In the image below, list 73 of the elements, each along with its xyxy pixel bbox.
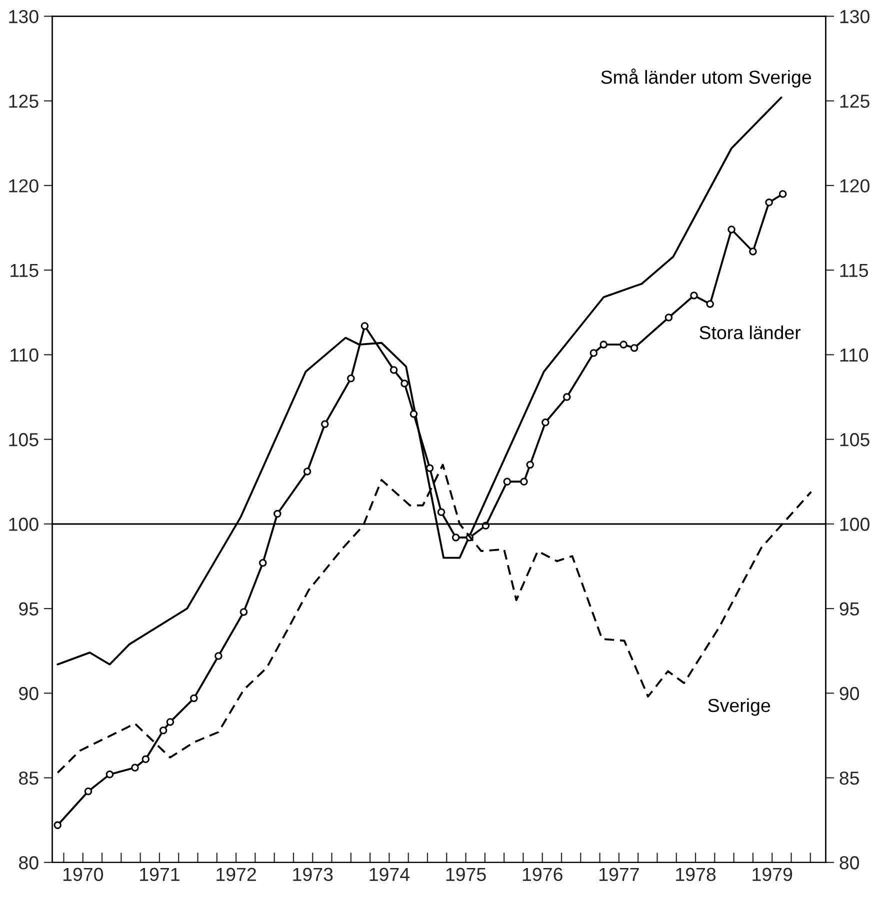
y-tick-label: 105 [9, 433, 38, 446]
y2-tick-label: 130 [840, 10, 870, 24]
point [159, 726, 168, 734]
x-tick-label: 1975 [446, 868, 486, 882]
point [562, 393, 571, 401]
x-tick-label: 1979 [752, 868, 792, 882]
x-tick-label: 1973 [293, 868, 333, 882]
point [503, 478, 512, 486]
point [214, 652, 222, 660]
point [630, 344, 638, 352]
y2-tick-label: 90 [840, 686, 860, 700]
point [400, 380, 408, 388]
point [106, 770, 114, 778]
y2-tick-label: 105 [840, 433, 870, 446]
y-tick-label: 110 [10, 348, 38, 362]
x-tick-label: 1972 [216, 868, 256, 882]
point [749, 248, 757, 256]
x-tick-label: 1977 [600, 868, 639, 882]
x-tick-label: 1976 [522, 868, 562, 882]
point [526, 460, 534, 469]
point [347, 374, 355, 382]
point [426, 464, 434, 472]
point [240, 608, 248, 616]
point [54, 821, 62, 830]
point [620, 340, 628, 348]
y-tick-label: 80 [19, 856, 38, 870]
y2-tick-label: 120 [840, 179, 870, 192]
series-label: Stora länder [700, 326, 801, 340]
y-tick-label: 100 [9, 518, 38, 531]
point [390, 366, 398, 374]
y2-tick-label: 80 [840, 856, 860, 870]
x-tick-label: 1978 [676, 868, 716, 882]
point [765, 198, 773, 206]
point [190, 694, 198, 702]
point [84, 787, 92, 796]
y-tick-label: 125 [9, 94, 38, 108]
point [520, 478, 528, 486]
y-tick-label: 85 [19, 772, 38, 785]
point [142, 755, 150, 764]
y-tick-label: 90 [19, 686, 38, 700]
point [600, 340, 608, 348]
point [706, 300, 714, 308]
y2-tick-label: 115 [840, 264, 868, 278]
x-tick-label: 1974 [370, 868, 410, 882]
point [410, 410, 418, 418]
point [728, 226, 736, 234]
x-tick-label: 1970 [63, 868, 104, 882]
point [690, 292, 698, 300]
point [664, 314, 673, 322]
point [590, 349, 598, 357]
y2-tick-label: 100 [840, 518, 870, 531]
y2-tick-label: 110 [840, 348, 868, 362]
x-tick-label: 1971 [140, 868, 180, 882]
point [166, 718, 174, 726]
point [258, 558, 267, 567]
point [303, 468, 312, 476]
series-label: Sverige [708, 698, 770, 716]
point [274, 510, 282, 518]
point [360, 322, 369, 330]
point [542, 418, 550, 426]
series-label: Små länder utom Sverige [601, 68, 812, 88]
y-tick-label: 115 [10, 264, 38, 278]
y-tick-label: 130 [9, 10, 38, 24]
y-tick-label: 120 [9, 179, 38, 192]
y-tick-label: 95 [19, 602, 38, 616]
point [437, 508, 446, 516]
point [320, 420, 329, 428]
point [778, 190, 787, 198]
point [452, 534, 460, 542]
point [131, 764, 139, 772]
y2-tick-label: 125 [840, 94, 870, 108]
y2-tick-label: 95 [840, 602, 859, 616]
y2-tick-label: 85 [840, 772, 859, 785]
